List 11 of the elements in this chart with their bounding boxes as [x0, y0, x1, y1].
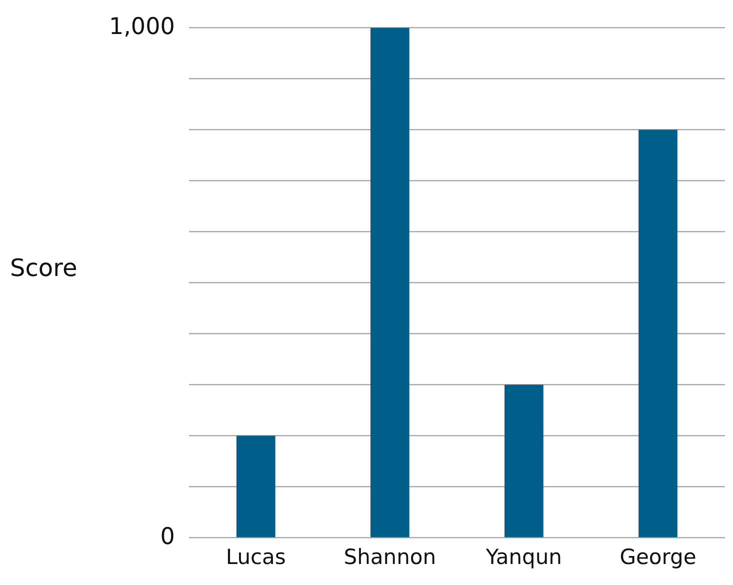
x-tick-label: Shannon — [344, 544, 436, 569]
bar — [236, 436, 276, 538]
bar — [638, 130, 678, 538]
bar — [370, 28, 410, 538]
y-tick-label: 0 — [160, 524, 175, 550]
x-tick-label: Lucas — [226, 544, 286, 569]
bar — [504, 384, 544, 538]
x-tick-label: Yanqun — [484, 544, 562, 569]
y-tick-label: 1,000 — [108, 14, 175, 40]
x-tick-label: George — [620, 544, 696, 569]
y-axis-title: Score — [10, 254, 78, 282]
